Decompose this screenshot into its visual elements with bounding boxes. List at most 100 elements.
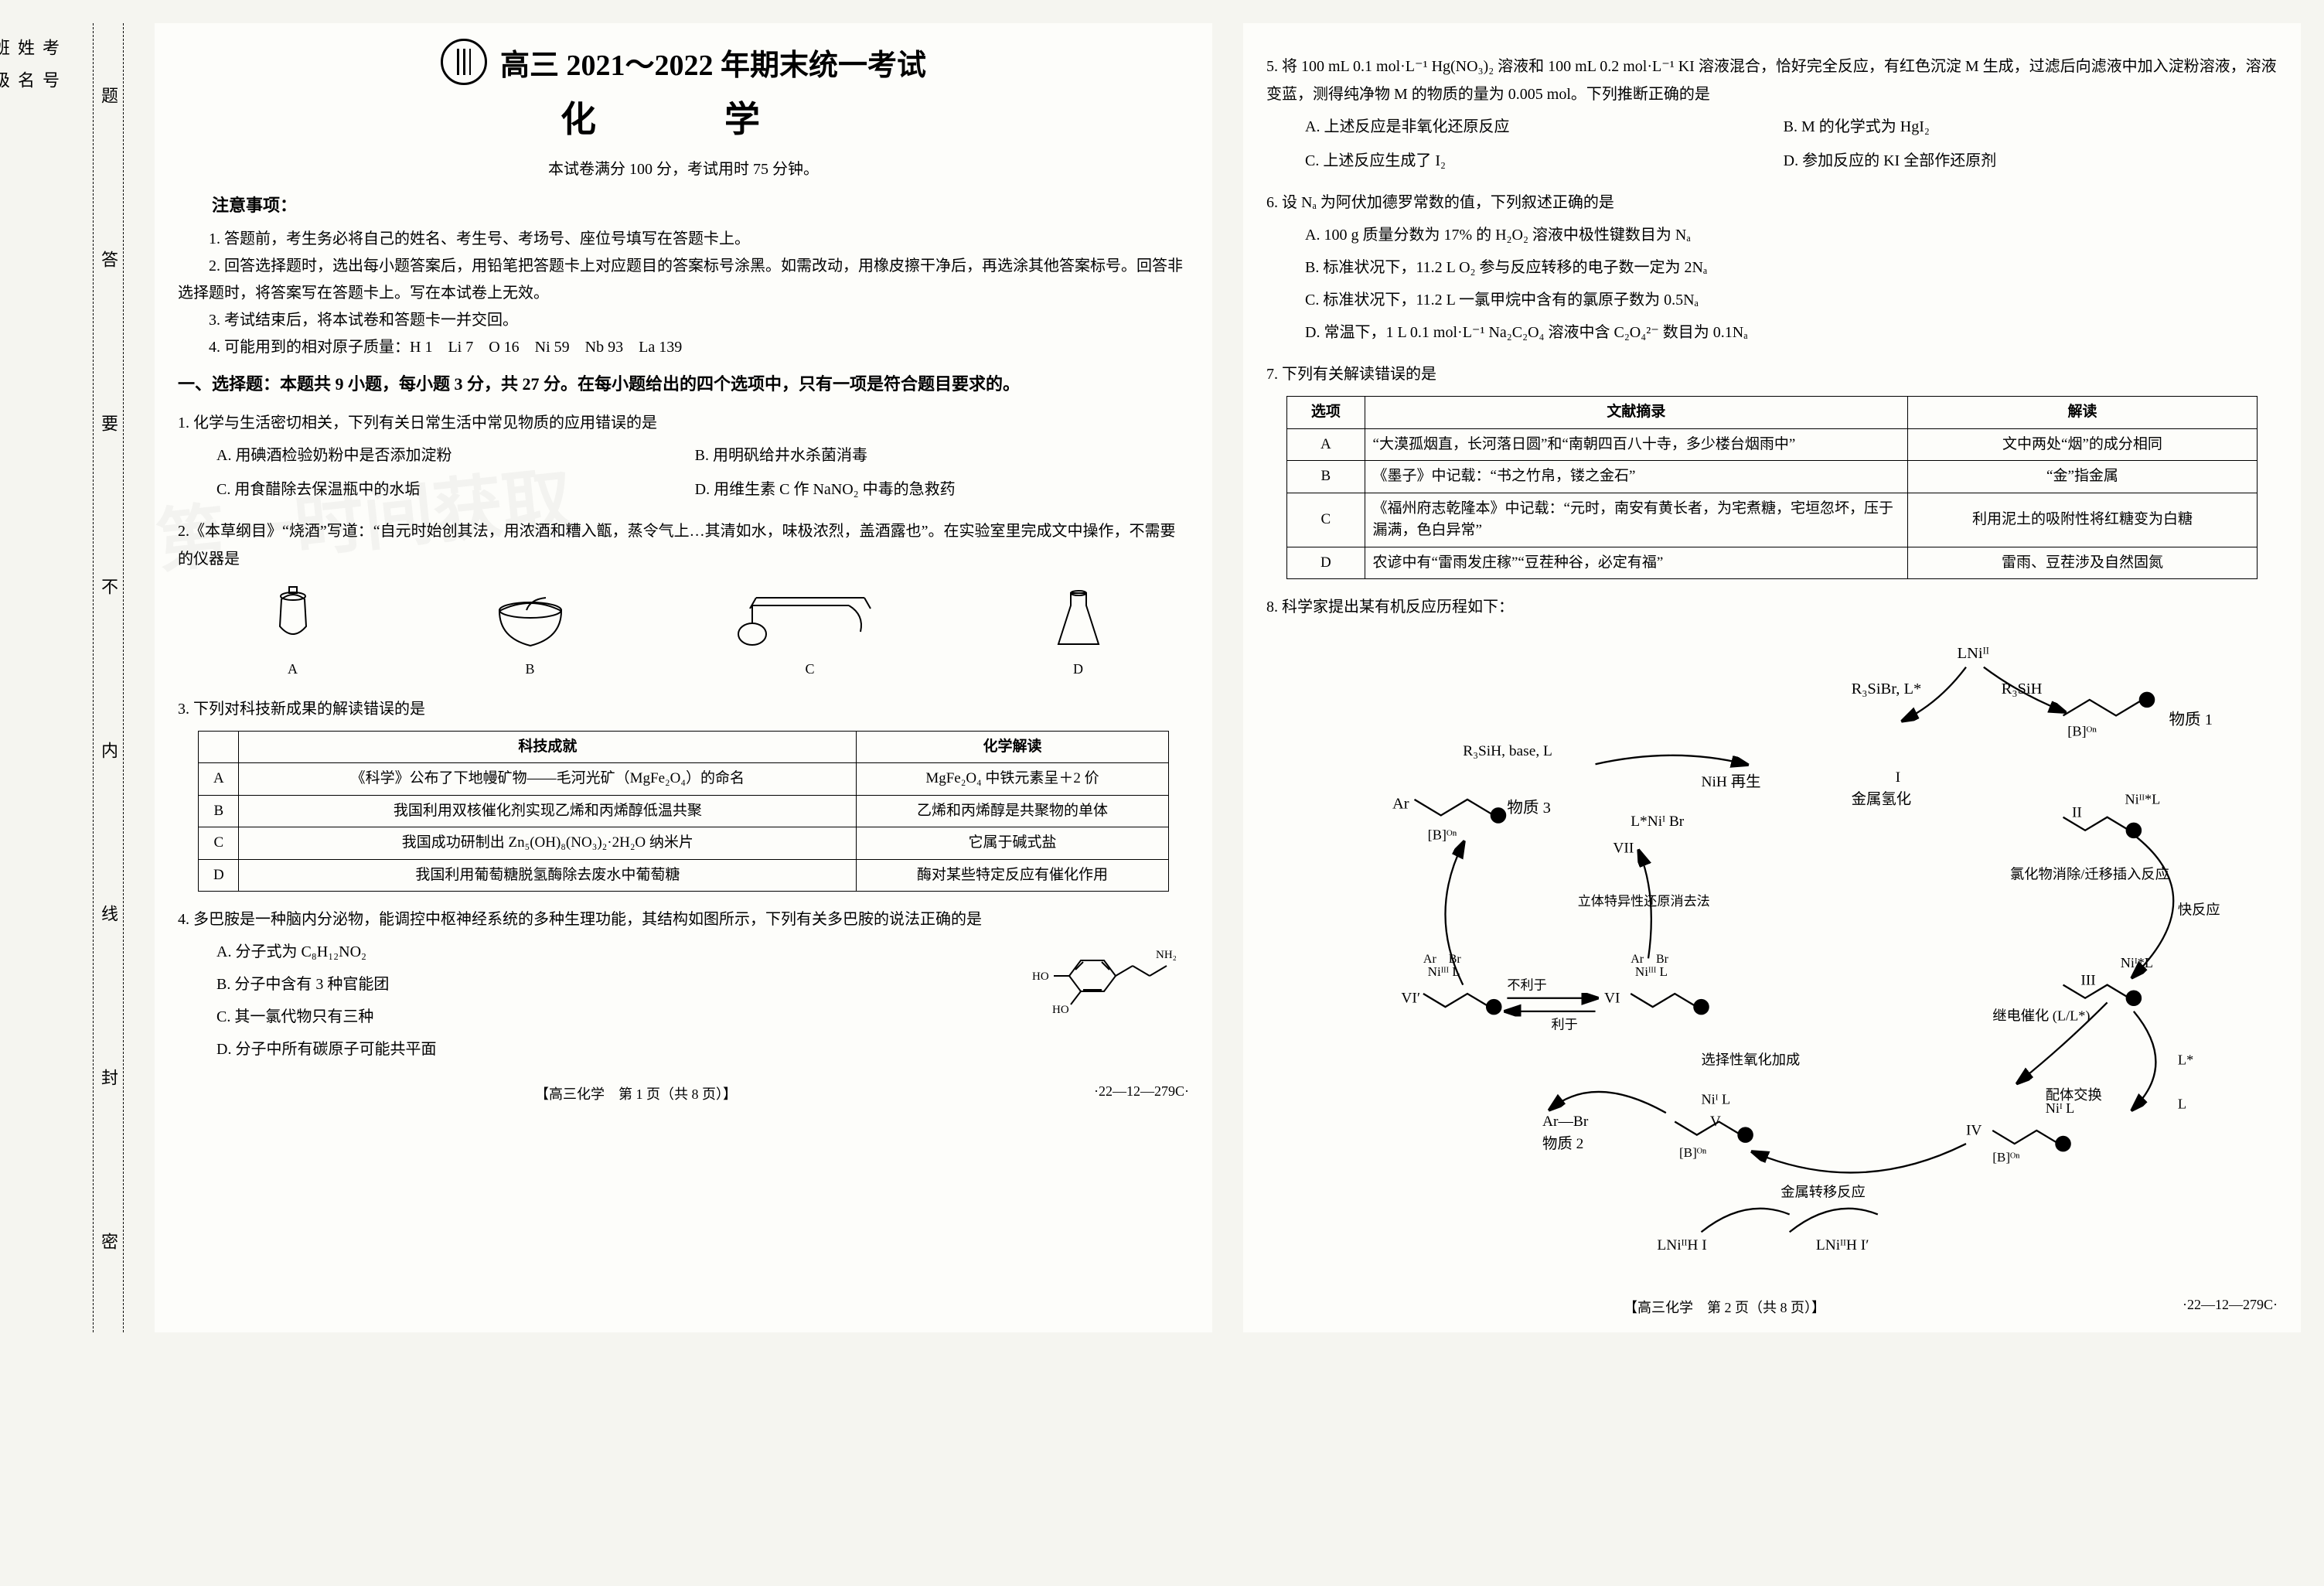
q1-stem: 1. 化学与生活密切相关，下列有关日常生活中常见物质的应用错误的是 — [178, 409, 1189, 437]
svg-text:Ar—Br: Ar—Br — [1542, 1114, 1589, 1130]
q5-stem: 5. 将 100 mL 0.1 mol·L⁻¹ Hg(NO₃)₂ 溶液和 100… — [1266, 53, 2278, 108]
svg-text:IV: IV — [1966, 1123, 1982, 1139]
svg-text:LNiᴵᴵH I′: LNiᴵᴵH I′ — [1816, 1237, 1869, 1253]
instructions-block: 注意事项： 1. 答题前，考生务必将自己的姓名、考生号、考场号、座位号填写在答题… — [178, 191, 1189, 361]
duration-note: 本试卷满分 100 分，考试用时 75 分钟。 — [178, 156, 1189, 179]
q2-fig-b: B — [488, 584, 573, 681]
seal-char: 线 — [96, 905, 121, 941]
svg-text:物质 2: 物质 2 — [1542, 1135, 1583, 1152]
paper-code: ·22—12—279C· — [1094, 1083, 1189, 1100]
svg-text:HO: HO — [1032, 970, 1049, 983]
side-label: 考号 — [37, 39, 62, 1317]
svg-text:L: L — [2178, 1096, 2186, 1111]
q2-fig-d: D — [1048, 584, 1109, 681]
q7-stem: 7. 下列有关解读错误的是 — [1266, 360, 2278, 388]
q7-table: 选项 文献摘录 解读 A “大漠孤烟直，长河落日圆”和“南朝四百八十寺，多少楼台… — [1286, 396, 2258, 579]
svg-text:R₃SiBr, L*: R₃SiBr, L* — [1852, 680, 1922, 697]
svg-text:氯化物消除/迁移插入反应: 氯化物消除/迁移插入反应 — [2010, 867, 2169, 882]
table-row: B 我国利用双核催化剂实现乙烯和丙烯醇低温共聚 乙烯和丙烯醇是共聚物的单体 — [199, 795, 1169, 827]
svg-text:物质 3: 物质 3 — [1508, 799, 1551, 817]
q4-opt-c: C. 其一氯代物只有三种 — [216, 1003, 1016, 1031]
paper-code: ·22—12—279C· — [2183, 1297, 2278, 1313]
instruction-item: 2. 回答选择题时，选出每小题答案后，用铅笔把答题卡上对应题目的答案标号涂黑。如… — [178, 253, 1189, 307]
q1-opt-c: C. 用食醋除去保温瓶中的水垢 — [216, 476, 664, 503]
seal-char: 不 — [96, 578, 121, 614]
question-6: 6. 设 Nₐ 为阿伏加德罗常数的值，下列叙述正确的是 A. 100 g 质量分… — [1266, 189, 2278, 346]
q6-opt-d: D. 常温下，1 L 0.1 mol·L⁻¹ Na₂C₂O₄ 溶液中含 C₂O₄… — [1305, 319, 2278, 346]
question-5: 5. 将 100 mL 0.1 mol·L⁻¹ Hg(NO₃)₂ 溶液和 100… — [1266, 53, 2278, 175]
q3-th: 科技成就 — [239, 731, 857, 763]
q3-th: 化学解读 — [857, 731, 1169, 763]
side-label-strip: 考号 姓名 班级 学校 — [23, 23, 62, 1332]
q1-opt-d: D. 用维生素 C 作 NaNO₂ 中毒的急救药 — [695, 476, 1143, 503]
side-label: 姓名 — [12, 39, 37, 1317]
svg-text:Ar Br: Ar Br — [1631, 953, 1668, 966]
seal-char: 要 — [96, 414, 121, 451]
q6-opt-c: C. 标准状况下，11.2 L 一氯甲烷中含有的氯原子数为 0.5Nₐ — [1305, 286, 2278, 314]
q4-stem: 4. 多巴胺是一种脑内分泌物，能调控中枢神经系统的多种生理功能，其结构如图所示，… — [178, 906, 1189, 933]
page-2: 5. 将 100 mL 0.1 mol·L⁻¹ Hg(NO₃)₂ 溶液和 100… — [1243, 23, 2301, 1332]
footer-left: 【高三化学 第 1 页（共 8 页）】 ·22—12—279C· — [178, 1083, 1189, 1103]
q2-label-b: B — [525, 661, 534, 677]
seal-char: 密 — [96, 1233, 121, 1269]
q5-opt-c: C. 上述反应生成了 I₂ — [1305, 147, 1753, 175]
svg-text:VI: VI — [1604, 990, 1620, 1006]
q1-opt-b: B. 用明矾给井水杀菌消毒 — [695, 442, 1143, 469]
question-4: 4. 多巴胺是一种脑内分泌物，能调控中枢神经系统的多种生理功能，其结构如图所示，… — [178, 906, 1189, 1063]
svg-text:[B]ᴼⁿ: [B]ᴼⁿ — [2067, 724, 2097, 739]
svg-text:HO: HO — [1052, 1004, 1069, 1016]
subject-title: 化 学 — [178, 91, 1189, 142]
svg-text:物质 1: 物质 1 — [2169, 711, 2213, 728]
svg-text:Niᴵᴵ*L: Niᴵᴵ*L — [2125, 792, 2161, 807]
reaction-scheme-diagram: LNiᴵᴵ R₃SiBr, L* R₃SiH [B]ᴼⁿ 物质 1 Ar [B]… — [1286, 632, 2258, 1277]
dopamine-structure-icon: HO HO NH₂ — [1027, 933, 1189, 1028]
q5-opt-a: A. 上述反应是非氧化还原反应 — [1305, 113, 1753, 141]
svg-text:II: II — [2072, 805, 2082, 821]
svg-text:立体特异性还原消去法: 立体特异性还原消去法 — [1578, 894, 1710, 909]
table-row: A 《科学》公布了下地幔矿物——毛河光矿（MgFe₂O₄）的命名 MgFe₂O₄… — [199, 763, 1169, 796]
svg-text:LNiᴵᴵ: LNiᴵᴵ — [1958, 645, 1989, 662]
svg-text:Ar Br: Ar Br — [1423, 953, 1461, 966]
q6-stem: 6. 设 Nₐ 为阿伏加德罗常数的值，下列叙述正确的是 — [1266, 189, 2278, 217]
question-2: 2.《本草纲目》“烧酒”写道：“自元时始创其法，用浓酒和糟入甑，蒸令气上…其清如… — [178, 517, 1189, 681]
svg-text:R₃SiH, base, L: R₃SiH, base, L — [1463, 743, 1552, 759]
q4-opt-d: D. 分子中所有碳原子可能共平面 — [216, 1035, 1016, 1063]
question-7: 7. 下列有关解读错误的是 选项 文献摘录 解读 A “大漠孤烟直，长河落日圆”… — [1266, 360, 2278, 579]
q6-opt-b: B. 标准状况下，11.2 L O₂ 参与反应转移的电子数一定为 2Nₐ — [1305, 254, 2278, 281]
svg-text:[B]ᴼⁿ: [B]ᴼⁿ — [1992, 1150, 2020, 1165]
table-row: A “大漠孤烟直，长河落日圆”和“南朝四百八十寺，多少楼台烟雨中” 文中两处“烟… — [1287, 428, 2258, 461]
svg-text:Niᴵ L: Niᴵ L — [1702, 1092, 1731, 1107]
q2-label-d: D — [1073, 661, 1083, 677]
page-number: 【高三化学 第 1 页（共 8 页）】 — [535, 1086, 737, 1102]
svg-text:快反应: 快反应 — [2178, 902, 2220, 917]
svg-text:Niᴵᴵᴵ L: Niᴵᴵᴵ L — [1635, 964, 1668, 979]
svg-text:L*: L* — [2178, 1052, 2193, 1067]
svg-text:L*Niᴵ Br: L*Niᴵ Br — [1631, 813, 1685, 830]
q3-table: 科技成就 化学解读 A 《科学》公布了下地幔矿物——毛河光矿（MgFe₂O₄）的… — [198, 731, 1169, 892]
table-row: C 《福州府志乾隆本》中记载：“元时，南安有黄长者，为宅煮糖，宅垣忽坏，压于漏满… — [1287, 493, 2258, 547]
svg-text:LNiᴵᴵH I: LNiᴵᴵH I — [1658, 1237, 1707, 1253]
q2-label-c: C — [805, 661, 814, 677]
q2-fig-c: C — [733, 592, 888, 681]
instruction-item: 3. 考试结束后，将本试卷和答题卡一并交回。 — [178, 307, 1189, 334]
question-1: 1. 化学与生活密切相关，下列有关日常生活中常见物质的应用错误的是 A. 用碘酒… — [178, 409, 1189, 503]
school-logo-icon — [441, 39, 487, 85]
question-3: 3. 下列对科技新成果的解读错误的是 科技成就 化学解读 A 《科学》公布了下地… — [178, 695, 1189, 892]
svg-text:利于: 利于 — [1552, 1018, 1578, 1032]
q5-opt-d: D. 参加反应的 KI 全部作还原剂 — [1784, 147, 2231, 175]
seal-char: 题 — [96, 87, 121, 123]
svg-text:[B]ᴼⁿ: [B]ᴼⁿ — [1428, 827, 1457, 842]
page-1: 第一时间获取 高三 2021～2022 年期末统一考试 化 学 本试卷满分 10… — [155, 23, 1212, 1332]
svg-text:金属转移反应: 金属转移反应 — [1780, 1185, 1866, 1200]
question-8: 8. 科学家提出某有机反应历程如下： LNiᴵᴵ R₃SiBr, L* R₃Si… — [1266, 593, 2278, 1277]
section1-heading: 一、选择题：本题共 9 小题，每小题 3 分，共 27 分。在每小题给出的四个选… — [178, 370, 1189, 395]
instruction-item: 1. 答题前，考生务必将自己的姓名、考生号、考场号、座位号填写在答题卡上。 — [178, 226, 1189, 253]
q5-opt-b: B. M 的化学式为 HgI₂ — [1784, 113, 2231, 141]
q1-opt-a: A. 用碘酒检验奶粉中是否添加淀粉 — [216, 442, 664, 469]
instructions-heading: 注意事项： — [178, 191, 1189, 221]
q4-opt-b: B. 分子中含有 3 种官能团 — [216, 970, 1016, 998]
svg-text:Ar: Ar — [1392, 795, 1409, 812]
seal-char: 答 — [96, 251, 121, 287]
svg-text:[B]ᴼⁿ: [B]ᴼⁿ — [1679, 1145, 1707, 1160]
svg-text:选择性氧化加成: 选择性氧化加成 — [1702, 1052, 1801, 1067]
